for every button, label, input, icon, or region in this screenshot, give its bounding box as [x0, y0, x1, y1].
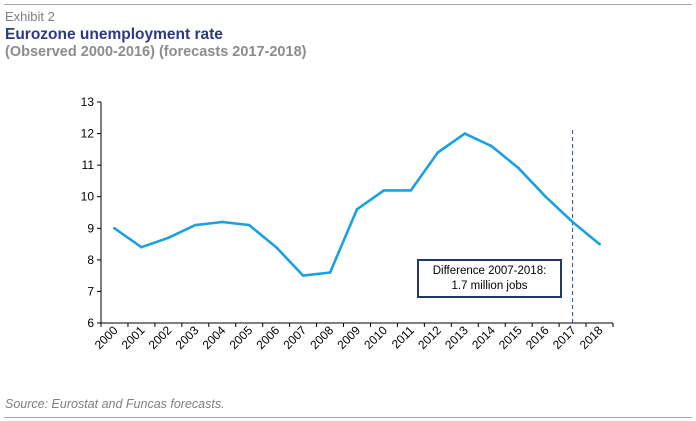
- data-point: [382, 189, 386, 192]
- x-tick-label: 2009: [334, 323, 363, 352]
- x-tick-label: 2005: [227, 323, 256, 352]
- x-tick-label: 2001: [119, 323, 148, 352]
- data-point: [463, 132, 467, 135]
- top-rule: [4, 4, 692, 5]
- x-tick-label: 2015: [496, 323, 525, 352]
- data-point: [194, 223, 197, 227]
- x-tick-label: 2016: [523, 323, 552, 352]
- x-tick-label: 2018: [577, 323, 606, 352]
- data-point: [301, 274, 305, 277]
- series-line: [113, 132, 601, 277]
- y-tick-label: 13: [81, 95, 95, 109]
- data-point: [517, 167, 520, 170]
- y-tick-label: 11: [82, 158, 95, 172]
- exhibit-label: Exhibit 2: [5, 9, 55, 24]
- data-point: [598, 242, 601, 246]
- y-tick-label: 9: [87, 221, 94, 235]
- data-point: [544, 195, 547, 199]
- data-point: [355, 208, 359, 211]
- y-tick-label: 7: [87, 284, 94, 298]
- x-tick-label: 2017: [550, 323, 579, 352]
- difference-annotation: Difference 2007-2018: 1.7 million jobs: [417, 259, 562, 298]
- x-tick-label: 2000: [92, 323, 121, 352]
- data-point: [328, 271, 332, 274]
- data-point: [247, 223, 251, 227]
- data-point: [571, 220, 574, 224]
- annotation-line-2: 1.7 million jobs: [451, 280, 528, 292]
- data-point: [274, 245, 278, 249]
- data-point: [436, 151, 440, 154]
- x-tick-label: 2007: [280, 323, 309, 352]
- x-tick-label: 2011: [389, 323, 417, 351]
- y-tick-label: 10: [81, 190, 95, 204]
- x-tick-label: 2013: [442, 323, 471, 352]
- x-tick-label: 2014: [469, 323, 498, 352]
- chart-subtitle: (Observed 2000-2016) (forecasts 2017-201…: [5, 44, 307, 60]
- data-point: [113, 226, 116, 230]
- x-tick-label: 2003: [173, 323, 202, 352]
- x-tick-label: 2008: [307, 323, 336, 352]
- y-tick-label: 8: [87, 253, 94, 267]
- bottom-rule: [4, 417, 692, 418]
- x-tick-label: 2002: [146, 323, 175, 352]
- annotation-line-1: Difference 2007-2018:: [432, 265, 547, 277]
- x-tick-label: 2012: [415, 323, 444, 352]
- data-point: [409, 189, 413, 192]
- data-point: [220, 220, 224, 224]
- x-tick-label: 2010: [361, 323, 390, 352]
- chart-title: Eurozone unemployment rate: [5, 26, 223, 43]
- x-tick-label: 2004: [200, 323, 229, 352]
- y-tick-label: 12: [81, 127, 95, 141]
- data-point: [140, 245, 143, 249]
- x-tick-label: 2006: [253, 323, 282, 352]
- source-note: Source: Eurostat and Funcas forecasts.: [5, 397, 225, 411]
- data-point: [167, 236, 170, 240]
- data-point: [490, 144, 494, 148]
- y-tick-label: 6: [87, 316, 94, 330]
